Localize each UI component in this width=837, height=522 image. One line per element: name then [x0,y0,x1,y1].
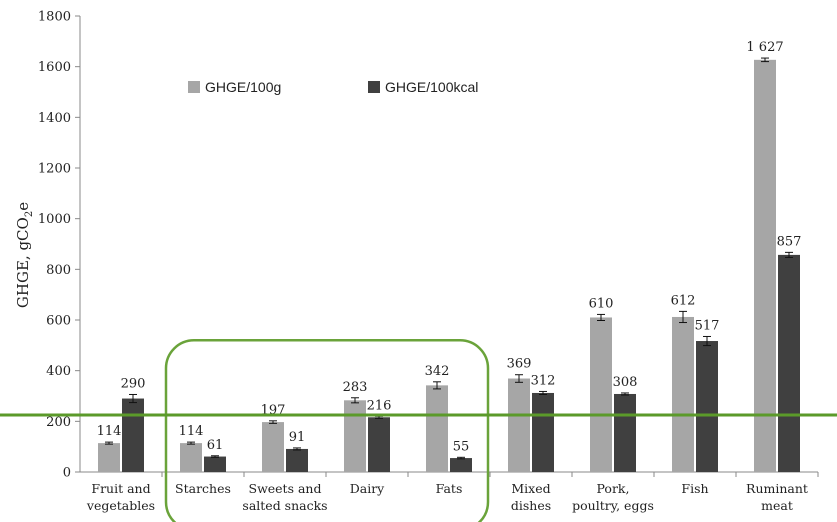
bar [778,254,800,472]
bar [344,400,366,472]
category-label: Ruminant [746,481,808,496]
category-label: Fish [681,481,708,496]
data-label: 369 [507,357,532,372]
bar [262,422,284,472]
data-label: 216 [367,398,392,413]
data-label: 1 627 [746,40,783,55]
bar [204,456,226,472]
data-label: 517 [695,318,720,333]
bar [614,393,636,472]
bar [98,443,120,472]
bar [368,417,390,472]
bar [180,443,202,472]
y-tick-label: 0 [63,466,71,481]
y-tick-label: 1400 [38,111,71,126]
y-tick-label: 800 [46,263,71,278]
bar [672,316,694,472]
data-label: 308 [613,375,638,390]
category-label: Fruit and [91,481,150,496]
category-label: poultry, eggs [572,498,654,513]
y-tick-label: 1600 [38,60,71,75]
category-label: Fats [436,481,463,496]
data-label: 55 [453,439,470,454]
category-label: Pork, [597,481,630,496]
legend-swatch [368,81,380,93]
category-label: vegetables [86,498,155,513]
bar [426,385,448,472]
axes-layer: 0 200 400 600 800 1000 1200 1400 1600 1800 [38,10,819,481]
y-axis-label-subscript: 2 [24,211,35,217]
data-label: 61 [207,438,224,453]
data-label: 312 [531,373,556,388]
labels-layer: Fruit andvegetables114290Starches11461Sw… [86,40,808,513]
y-axis-label: GHGE, gCO2e [14,202,35,308]
category-label: Mixed [511,481,550,496]
bar [754,59,776,473]
y-tick-label: 600 [46,314,71,329]
y-tick-label: 1000 [38,212,71,227]
y-tick-label: 200 [46,415,71,430]
data-label: 114 [97,424,122,439]
category-label: Starches [175,481,231,496]
bar [286,448,308,472]
category-label: Dairy [350,481,385,496]
category-label: Sweets and [249,481,322,496]
bar [532,392,554,472]
data-label: 114 [179,424,204,439]
legend-swatch [188,81,200,93]
highlight-box [164,339,490,522]
bar [696,341,718,472]
legend: GHGE/100g GHGE/100kcal [188,79,478,95]
y-tick-label: 400 [46,364,71,379]
legend-label: GHGE/100g [205,79,281,95]
category-label: meat [761,498,793,513]
data-label: 283 [343,380,368,395]
overlay-layer [0,339,837,522]
data-label: 290 [121,376,146,391]
data-label: 857 [777,234,802,249]
data-label: 91 [289,430,306,445]
bars-layer [98,57,800,473]
bar [122,398,144,472]
category-label: dishes [511,498,551,513]
y-axis-label-tail: e [14,202,32,211]
legend-label: GHGE/100kcal [385,79,478,95]
data-label: 610 [589,296,614,311]
y-tick-label: 1800 [38,10,71,25]
bar [508,378,530,472]
category-label: salted snacks [242,498,327,513]
data-label: 612 [671,293,696,308]
bar [590,317,612,472]
y-tick-label: 1200 [38,162,71,177]
bar [450,458,472,472]
data-label: 342 [425,364,450,379]
